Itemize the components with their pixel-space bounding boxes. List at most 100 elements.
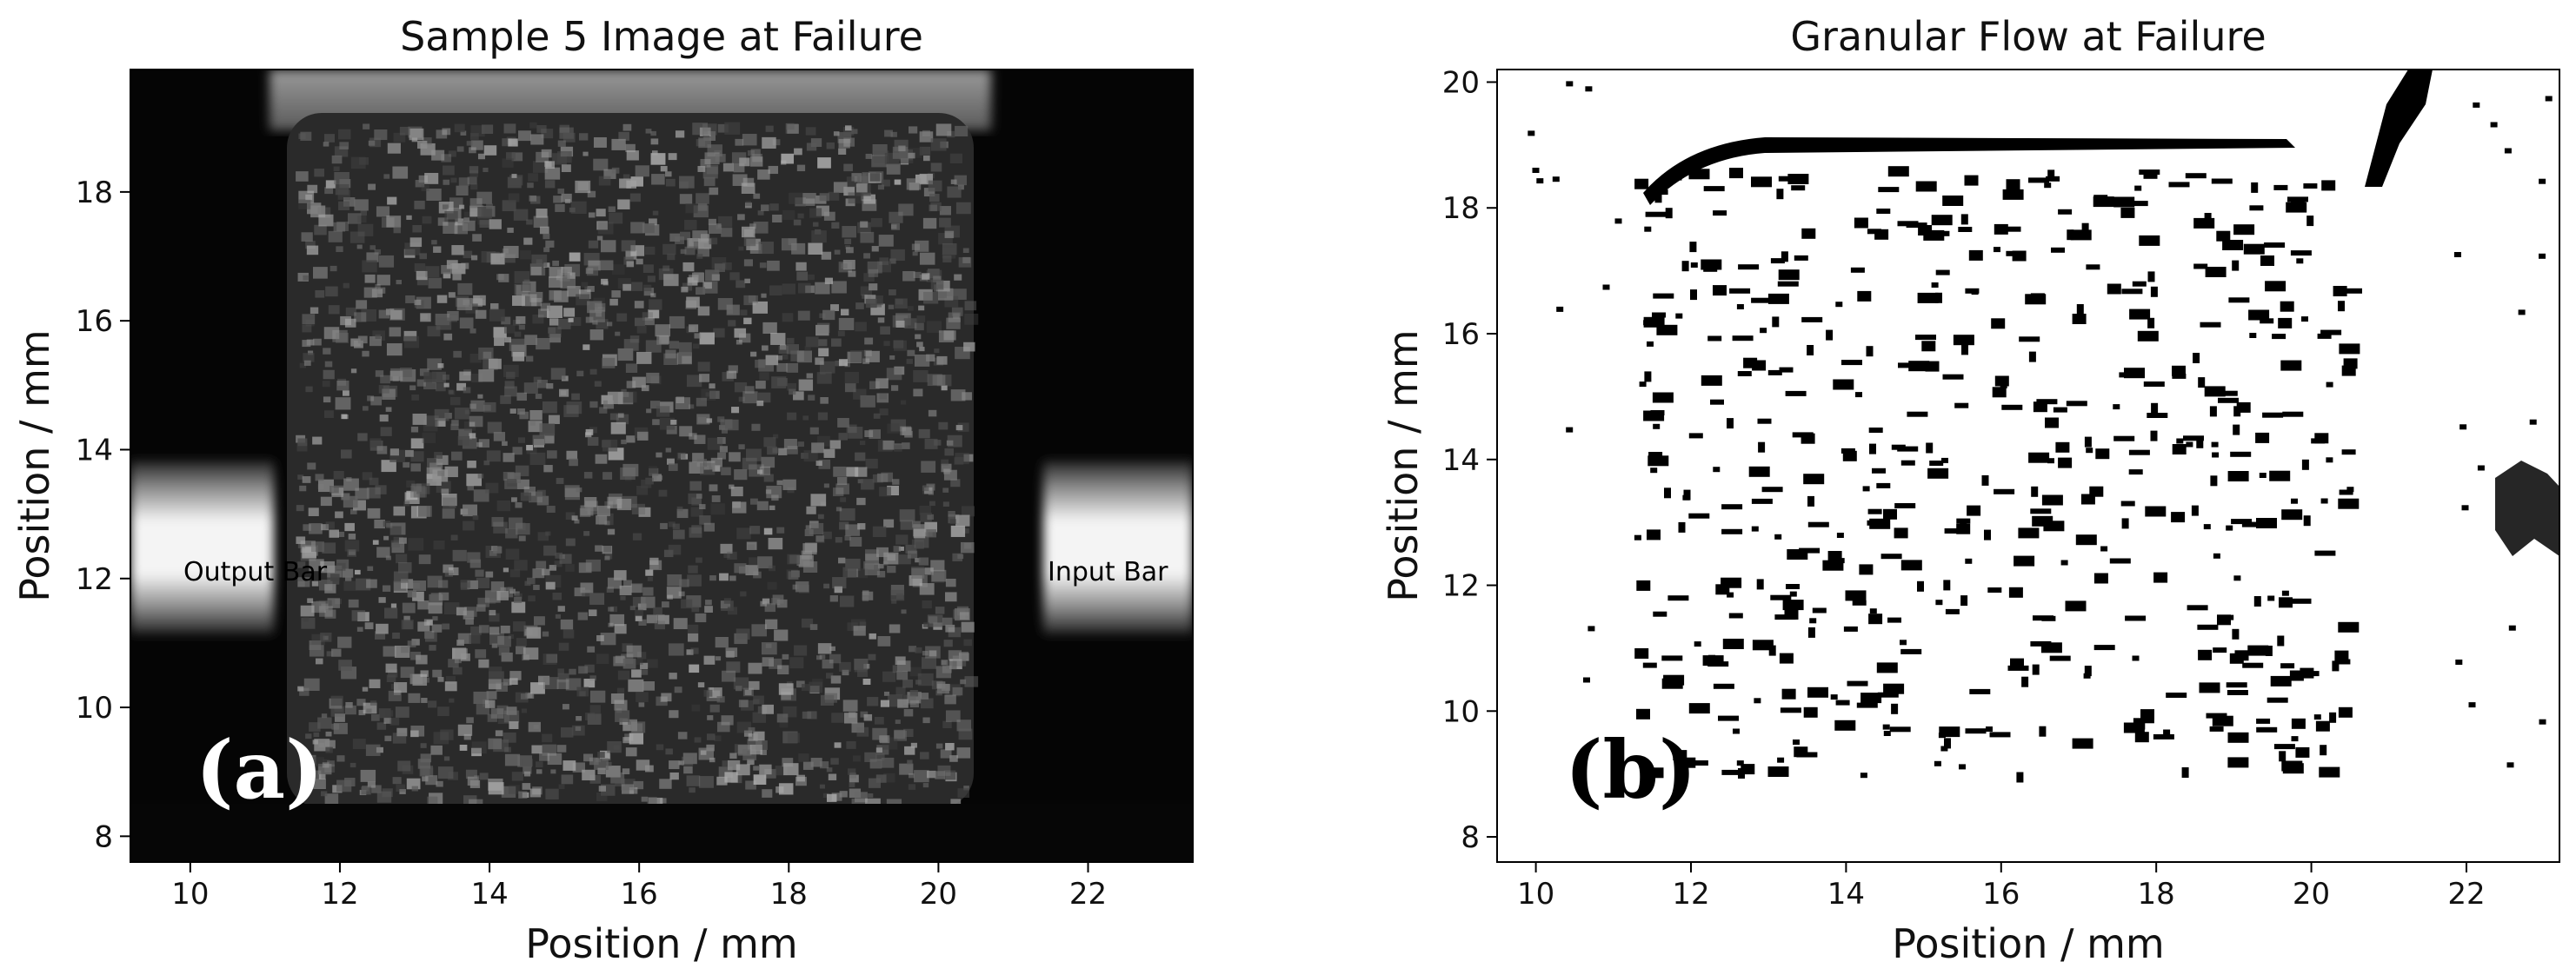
flow-point [1940,746,1948,752]
speckle [824,277,833,284]
speckle [514,331,522,337]
speckle [358,709,366,716]
speckle [574,587,586,597]
speckle [536,259,542,265]
speckle [642,222,655,234]
speckle [352,739,366,750]
flow-point [1986,726,1993,732]
speckle [890,589,905,601]
speckle [565,512,576,520]
flow-point [1836,533,1844,538]
speckle [374,129,388,141]
speckle [659,798,667,804]
speckle [402,602,416,614]
speckle [444,570,454,577]
speckle [578,562,592,574]
speckle [695,613,707,623]
flow-point [2147,413,2168,418]
speckle [451,245,464,255]
speckle [307,598,314,603]
speckle [673,529,685,540]
speckle [951,307,963,316]
speckle [593,136,607,148]
speckle [857,173,866,181]
speckle [803,450,818,462]
x-tick-label: 16 [1982,877,2020,912]
speckle [921,657,937,669]
speckle [761,456,775,468]
flow-point [1777,281,1799,287]
speckle [675,397,691,409]
speckle [679,231,691,241]
flow-point [1942,230,1950,236]
speckle [911,567,925,579]
speckle [678,342,692,353]
speckle [741,226,755,238]
x-tick-label: 10 [1517,877,1554,912]
y-tick-label: 8 [94,819,113,854]
speckle [705,392,711,397]
speckle [679,176,695,189]
speckle [489,219,502,229]
speckle [787,123,799,134]
speckle [957,422,969,432]
flow-point [2233,406,2241,417]
chart-b-panel-label: (b) [1565,723,1696,817]
speckle [303,275,310,281]
speckle [535,394,542,400]
speckle [334,713,345,722]
flow-point [1834,720,1856,731]
speckle [689,664,700,673]
speckle [297,561,306,568]
flow-point [1654,192,1662,203]
speckle [740,309,748,315]
flow-point [1992,387,2007,398]
speckle [696,397,707,407]
speckle [607,496,622,509]
flow-point [1727,592,1734,598]
flow-point [2341,288,2362,294]
speckle [459,317,474,329]
speckle [600,240,616,253]
speckle [920,513,932,522]
speckle [929,193,940,202]
speckle [622,786,629,791]
flow-point [1868,614,1883,625]
speckle [429,645,436,651]
speckle [416,270,428,281]
speckle [569,316,582,327]
speckle [635,165,649,177]
speckle [654,620,665,630]
speckle [508,193,520,202]
speckle [477,474,484,479]
speckle [759,372,769,381]
speckle [813,222,819,227]
speckle [943,469,957,481]
speckle [323,327,340,340]
speckle [862,294,868,299]
speckle [596,792,608,802]
flow-point [2210,475,2218,487]
speckle [496,500,510,512]
speckle [886,368,902,381]
flow-point [1989,732,2011,738]
speckle [622,737,631,744]
flow-point [1942,196,1964,206]
flow-point [2281,760,2303,772]
speckle [809,427,819,434]
speckle [687,624,699,633]
speckle [420,753,432,763]
speckle [829,440,842,449]
speckle [919,131,934,143]
speckle [410,730,419,738]
x-tick-label: 14 [470,877,508,912]
flow-point [1665,208,1673,219]
flow-point [2326,381,2333,388]
speckle [937,765,951,776]
speckle [772,448,780,454]
speckle [437,706,449,717]
speckle [796,350,812,363]
speckle [588,260,601,271]
speckle [391,542,405,554]
speckle [938,232,953,245]
